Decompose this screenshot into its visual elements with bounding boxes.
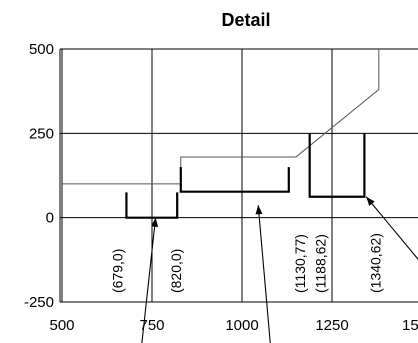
chart-title: Detail [221,10,270,30]
y-tick-label: 0 [46,210,54,227]
y-tick-label: -250 [24,294,54,311]
coordinate-label: (1188,62) [313,234,329,293]
tick-layer: -250 0 250 500 500 750 1000 1250 15 [24,41,418,334]
coordinate-label: (1340,62) [367,233,383,293]
arrow-head [255,205,263,215]
grid [59,48,418,303]
annotation-layer: (679,0) (820,0) (1130,77) (1188,62) (1340,62… [109,233,383,293]
coordinate-label: (1130,77) [292,234,308,293]
bracket-marker [179,167,290,193]
coordinate-label: (820,0) [168,249,184,293]
x-tick-label: 500 [49,317,74,334]
arrow-shaft [141,217,157,343]
coordinate-label: (679,0) [109,249,125,293]
x-tick-label: 15 [402,317,418,334]
series-layer [62,49,380,185]
x-tick-label: 750 [139,317,164,334]
arrow-head [151,217,159,227]
y-tick-label: 250 [29,125,54,142]
arrow-head [366,196,375,206]
series-line [62,49,380,185]
y-tick-label: 500 [29,41,54,58]
x-tick-label: 1000 [225,317,258,334]
bracket-layer [125,133,366,219]
arrow-shaft [365,196,418,260]
x-tick-label: 1250 [315,317,348,334]
arrow-shaft [257,205,271,343]
bracket-marker [308,133,366,198]
bracket-marker [125,192,179,219]
arrow-layer [141,196,418,343]
